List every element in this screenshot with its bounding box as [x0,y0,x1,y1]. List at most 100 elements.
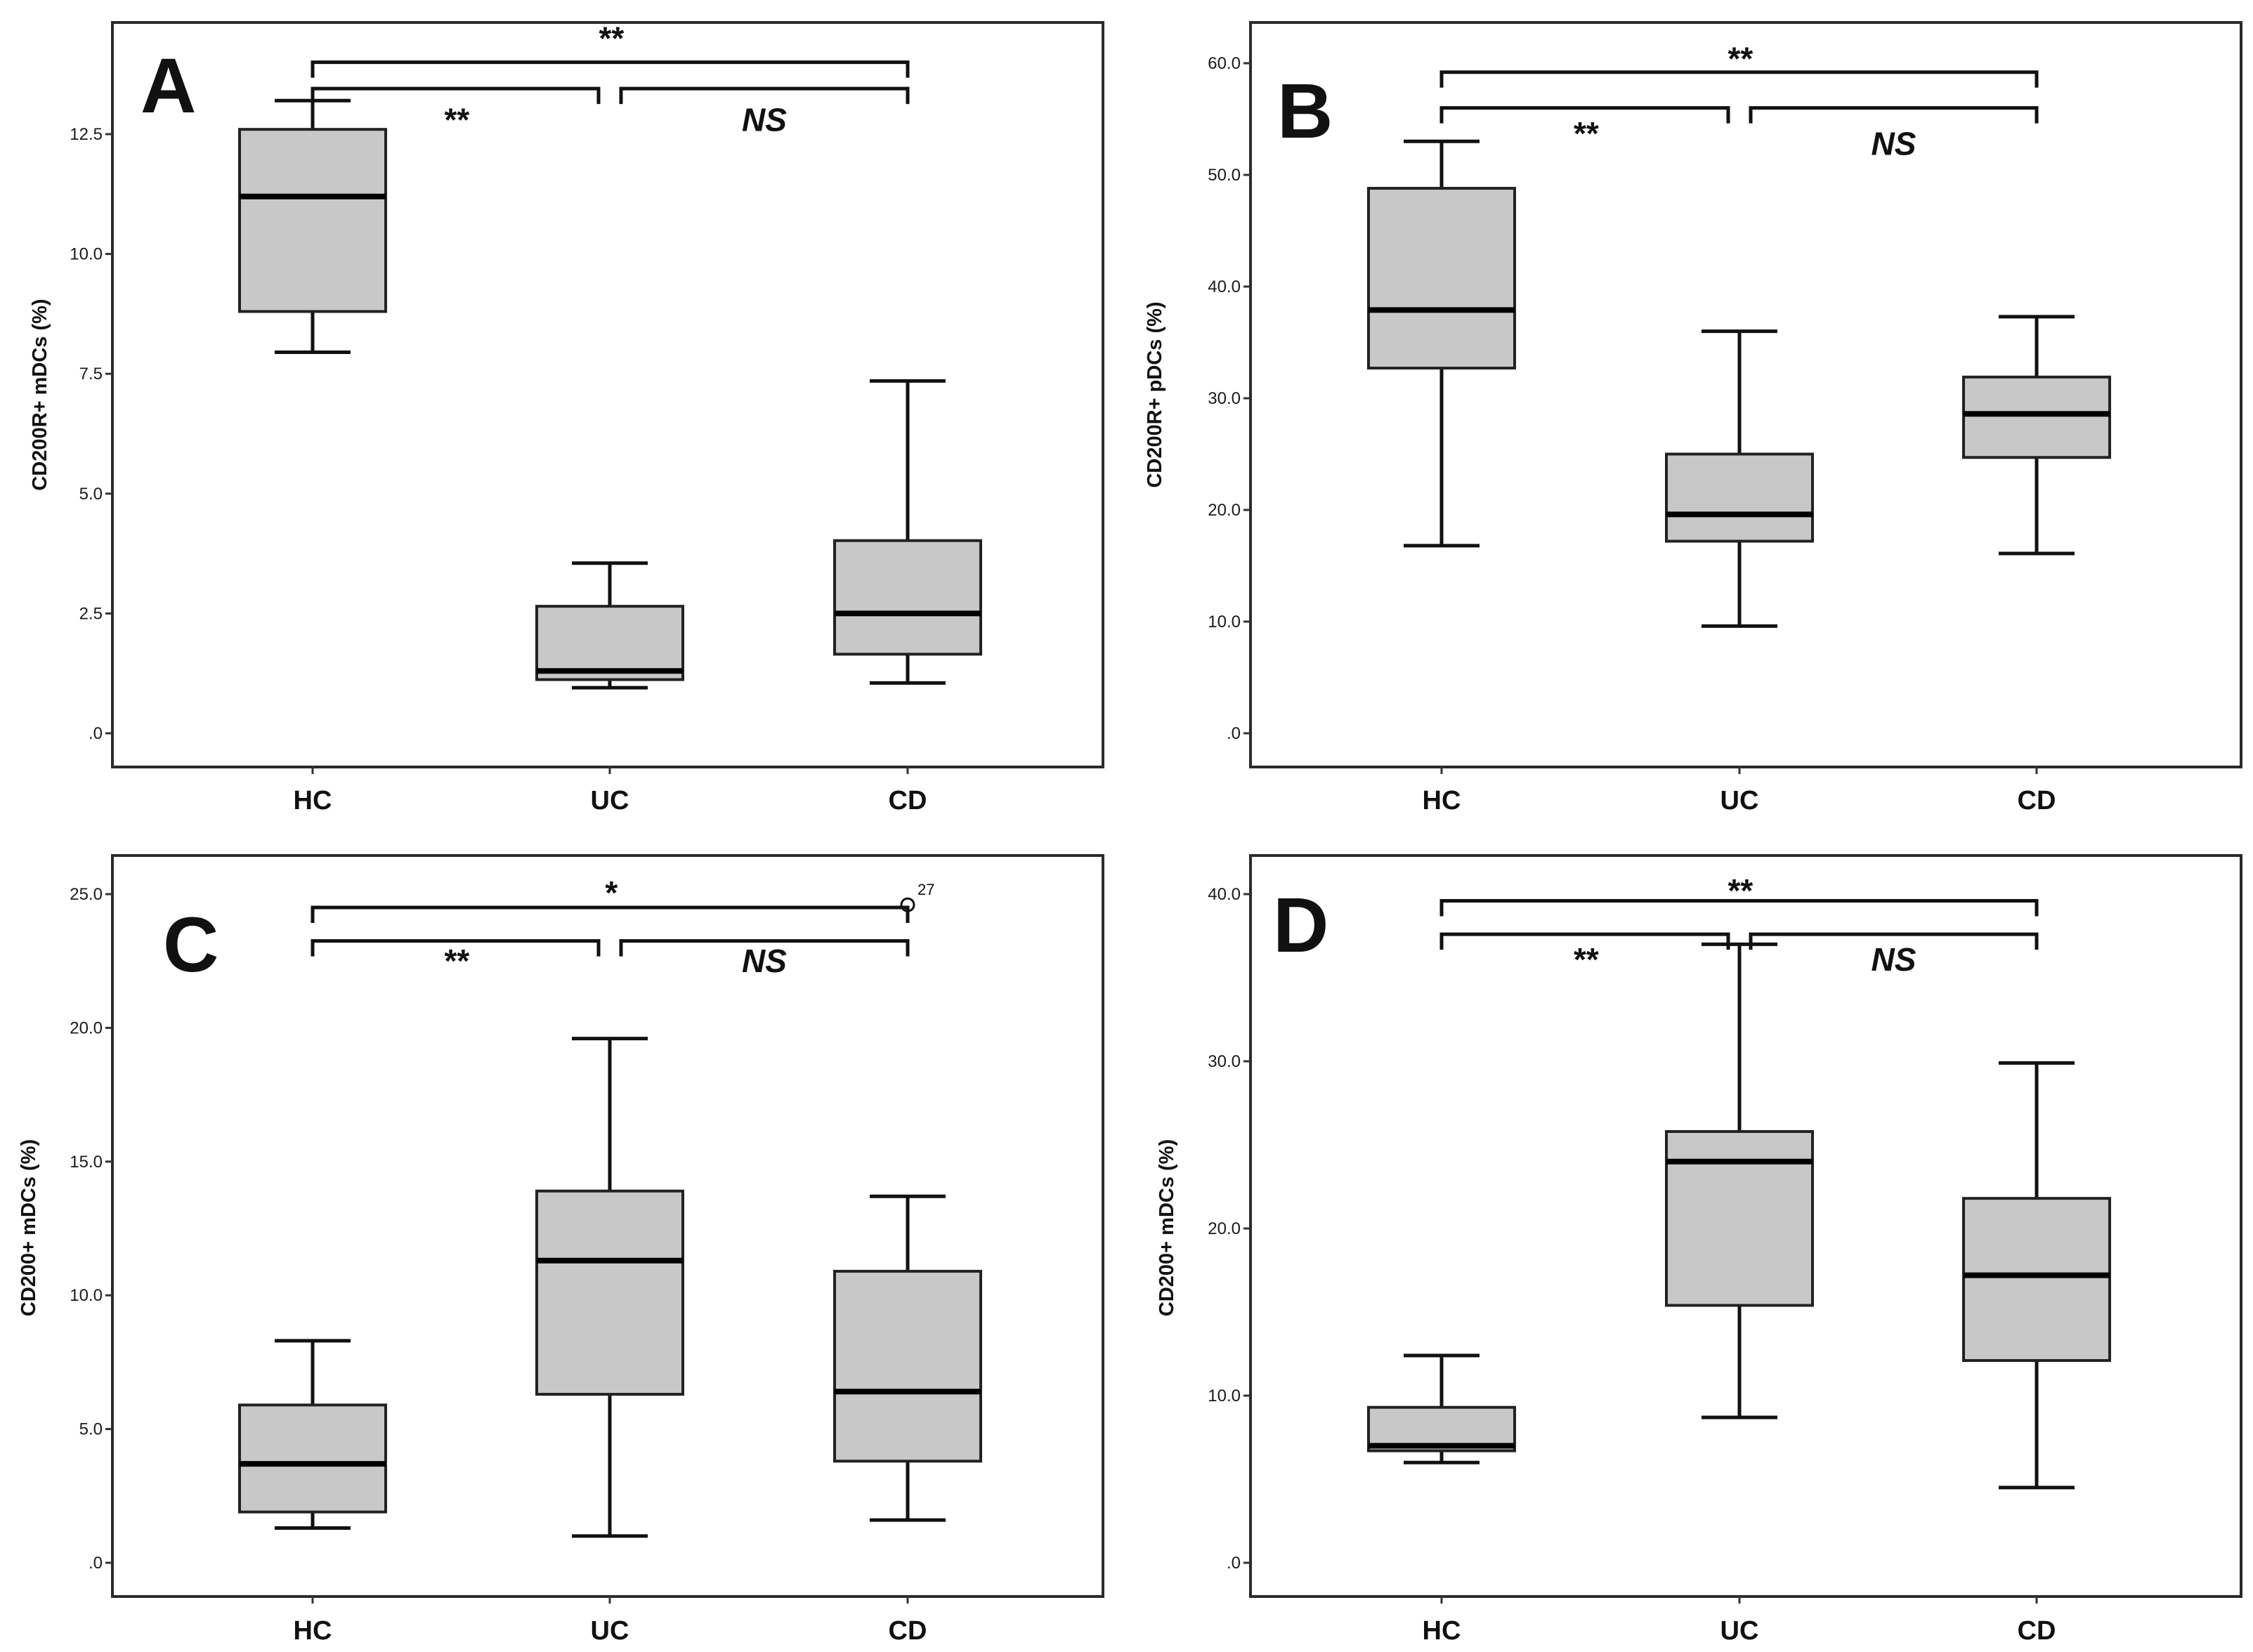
iqr-box [1665,452,1814,543]
significance-label: ** [1572,941,1599,978]
bracket-line [1439,899,2039,917]
y-tick-label: .0 [89,1554,103,1573]
iqr-box [833,539,982,656]
box-hc [238,1339,387,1530]
iqr-box [1962,375,2111,459]
box-uc [1665,329,1814,628]
significance-bracket: ** [311,86,601,138]
y-tick-label: 30.0 [1208,389,1241,408]
significance-bracket: ** [1439,41,2039,88]
bracket-line [619,86,910,105]
y-tick-label: 40.0 [1208,277,1241,296]
y-tick-label: 20.0 [70,1018,103,1037]
iqr-box [535,1189,684,1396]
iqr-box [238,1403,387,1514]
significance-bracket: ** [311,939,601,979]
y-tick-label: 30.0 [1208,1052,1241,1071]
x-category-label: CD [2018,786,2056,815]
bracket-line [311,939,601,957]
y-tick-label: 5.0 [79,1420,103,1439]
y-tick-label: 10.0 [70,1286,103,1305]
y-tick-label: 20.0 [1208,501,1241,520]
y-tick-label: 50.0 [1208,166,1241,185]
panel-frame [111,21,1104,768]
bracket-line [1439,70,2039,88]
significance-label: NS [1872,125,1916,162]
y-tick-label: .0 [1227,1554,1241,1573]
significance-label: ** [1572,115,1599,152]
significance-label: ** [443,102,470,138]
iqr-box [1962,1197,2111,1363]
panel-letter: B [1277,68,1333,155]
y-tick-label: 60.0 [1208,54,1241,73]
panel-letter: A [141,43,196,129]
y-tick-label: 2.5 [79,604,103,623]
bracket-line [1439,932,1730,950]
significance-bracket: NS [1749,106,2039,162]
y-tick-label: 25.0 [70,885,103,904]
panel-letter: C [163,902,218,988]
x-category-label: HC [1423,786,1461,815]
significance-label: ** [443,943,470,979]
panel-letter: D [1273,882,1328,969]
significance-label: NS [742,102,787,138]
y-tick-label: 10.0 [1208,612,1241,631]
significance-bracket: NS [619,939,910,979]
y-axis-title: CD200+ mDCs (%) [1156,1139,1178,1316]
significance-bracket: NS [1749,932,2039,978]
x-category-label: UC [1720,786,1759,815]
x-category-label: UC [1720,1616,1759,1646]
bracket-line [311,86,601,105]
y-tick-label: 5.0 [79,485,103,504]
significance-bracket: ** [1439,932,1730,978]
y-tick-label: 10.0 [70,245,103,264]
significance-label: ** [1727,41,1754,77]
y-tick-label: .0 [1227,724,1241,743]
box-uc [1665,942,1814,1420]
significance-bracket: ** [1439,106,1730,152]
bracket-line [619,939,910,957]
y-axis-title: CD200+ mDCs (%) [18,1139,40,1316]
panel-a: A CD200R+ mDCs (%) .0 2.5 5.0 7.5 10.0 12.5 HC… [29,20,1104,815]
box-uc [535,1037,684,1538]
bracket-line [311,905,910,924]
y-tick-label: 15.0 [70,1153,103,1172]
y-tick-label: 20.0 [1208,1219,1241,1238]
panel-frame [1249,854,2242,1598]
bracket-line [1439,106,1730,124]
significance-label: ** [598,20,625,57]
y-tick-label: .0 [89,724,103,743]
box-cd [833,1194,982,1522]
significance-bracket: NS [619,86,910,138]
y-tick-label: 12.5 [70,125,103,144]
y-tick-label: 7.5 [79,365,103,383]
box-uc [535,561,684,690]
significance-label: ** [1727,872,1754,909]
significance-bracket: * [311,874,910,924]
y-tick-label: 10.0 [1208,1386,1241,1405]
significance-bracket: ** [1439,872,2039,917]
iqr-box [1367,187,1516,370]
x-category-label: HC [294,1616,332,1646]
box-hc [1367,1353,1516,1464]
panel-d: D CD200+ mDCs (%) .0 10.0 20.0 30.0 40.0 HC UC… [1156,854,2242,1646]
x-category-label: HC [294,786,332,815]
y-axis-title: CD200R+ pDCs (%) [1144,301,1166,487]
panel-c: C CD200+ mDCs (%) .0 5.0 10.0 15.0 20.0 25.0 H… [18,854,1104,1646]
box-cd [1962,315,2111,556]
box-cd [833,379,982,685]
x-category-label: UC [591,786,629,815]
x-category-label: CD [2018,1616,2056,1646]
significance-label: NS [742,943,787,979]
x-category-label: CD [889,1616,927,1646]
iqr-box [238,128,387,313]
iqr-box [535,605,684,681]
bracket-line [1749,106,2039,124]
iqr-box [1665,1129,1814,1307]
x-category-label: HC [1423,1616,1461,1646]
y-axis-title: CD200R+ mDCs (%) [29,299,51,490]
significance-label: NS [1872,941,1916,978]
outlier-label: 27 [917,881,934,898]
bracket-line [1749,932,2039,950]
